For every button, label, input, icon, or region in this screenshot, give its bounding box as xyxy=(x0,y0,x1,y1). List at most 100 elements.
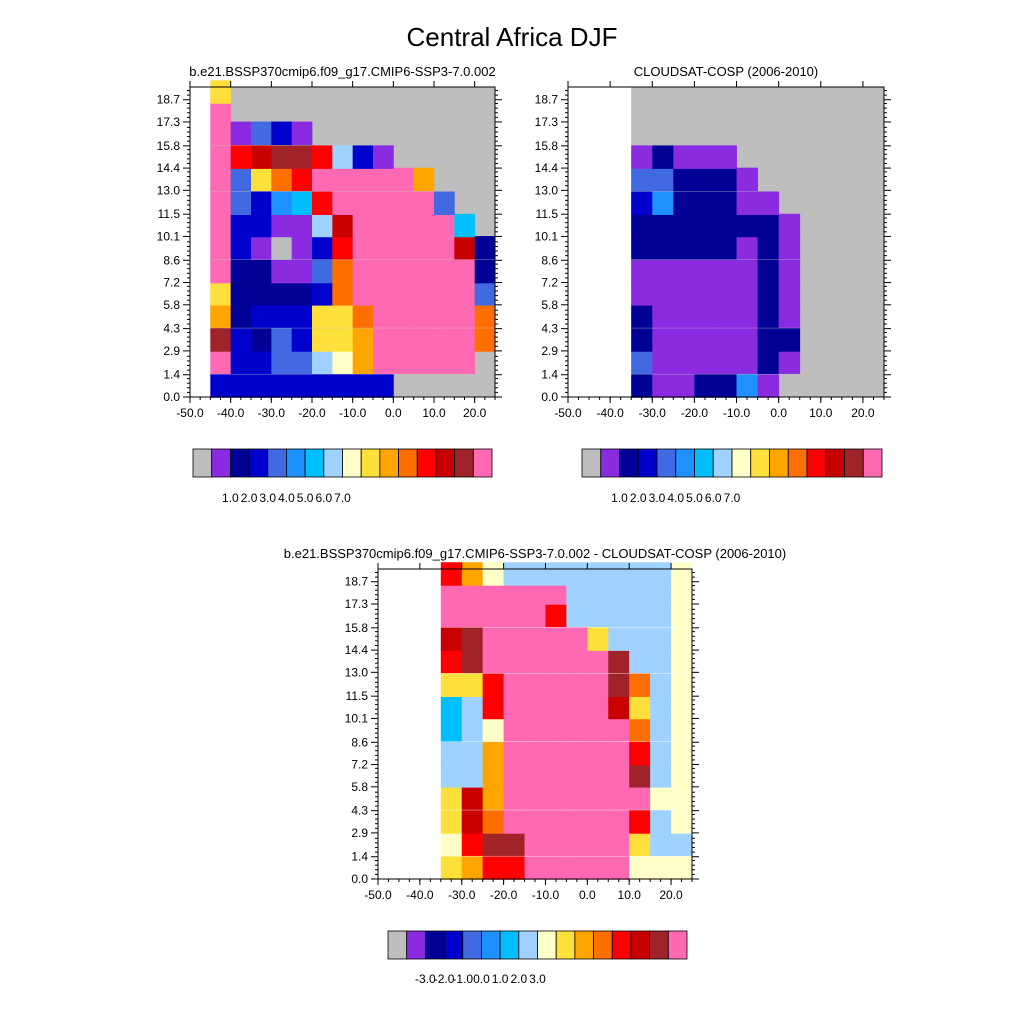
heatmap-cell xyxy=(461,741,484,766)
y-tick-label: 13.0 xyxy=(157,183,181,197)
y-tick-label: 14.4 xyxy=(535,161,559,175)
heatmap-cell xyxy=(629,741,651,766)
heatmap-cell xyxy=(461,764,484,788)
colorbar-swatch xyxy=(862,448,883,478)
heatmap-cell xyxy=(524,810,546,834)
x-tick-label: -50.0 xyxy=(554,406,582,420)
heatmap-cell xyxy=(757,191,780,215)
y-tick-label: 0.0 xyxy=(163,390,180,404)
colorbar-label: 3.0 xyxy=(529,972,546,986)
heatmap-cell xyxy=(587,810,609,834)
heatmap-cell xyxy=(251,374,272,398)
heatmap-cell xyxy=(434,259,455,284)
heatmap-cell xyxy=(671,562,693,586)
heatmap-cell xyxy=(230,304,252,328)
heatmap-cell xyxy=(631,282,653,306)
heatmap-cell xyxy=(778,282,801,306)
colorbar-swatch xyxy=(416,448,437,478)
heatmap-cell xyxy=(440,764,463,788)
colorbar-swatch xyxy=(581,448,602,478)
heatmap-cell xyxy=(694,145,716,169)
heatmap-cell xyxy=(291,191,313,215)
colorbar-swatch xyxy=(600,448,620,478)
y-tick-label: 17.3 xyxy=(345,597,369,611)
heatmap-cell xyxy=(373,350,394,374)
heatmap-cell xyxy=(650,673,672,697)
heatmap-cell xyxy=(545,718,567,742)
heatmap-cell xyxy=(461,649,484,674)
heatmap-cell xyxy=(454,350,476,374)
heatmap-cell xyxy=(440,603,463,628)
heatmap-cell xyxy=(230,236,252,260)
heatmap-cell xyxy=(671,832,693,856)
heatmap-cell xyxy=(694,304,716,328)
heatmap-cell xyxy=(608,627,630,651)
colorbar-swatch xyxy=(667,930,688,960)
heatmap-cell xyxy=(715,282,737,306)
heatmap-cell xyxy=(652,236,674,260)
colorbar-swatch xyxy=(499,930,520,960)
heatmap-cell xyxy=(545,581,567,605)
heatmap-cell xyxy=(352,304,374,328)
heatmap-cell xyxy=(454,259,476,284)
colorbar-label: 7.0 xyxy=(334,491,351,505)
colorbar-swatch xyxy=(398,448,418,478)
heatmap-cell xyxy=(461,673,484,697)
heatmap-cell xyxy=(482,741,504,766)
heatmap-cell xyxy=(440,856,463,880)
heatmap-cell xyxy=(587,786,609,810)
colorbar-swatch xyxy=(360,448,381,478)
heatmap-cell xyxy=(631,350,653,374)
heatmap-cell xyxy=(608,695,630,720)
heatmap-cell xyxy=(440,786,463,810)
heatmap-cell xyxy=(631,213,653,238)
heatmap-cell xyxy=(736,191,758,215)
heatmap-cell xyxy=(652,145,674,169)
heatmap-cell xyxy=(694,328,716,352)
heatmap-cell xyxy=(482,832,504,856)
heatmap-cell xyxy=(778,304,801,328)
heatmap-cell xyxy=(440,741,463,766)
heatmap-cell xyxy=(210,145,232,169)
heatmap-cell xyxy=(251,259,272,284)
heatmap-cell xyxy=(715,191,737,215)
heatmap-cell xyxy=(715,304,737,328)
heatmap-cell xyxy=(629,786,651,810)
colorbar-label: 5.0 xyxy=(686,491,703,505)
heatmap-cell xyxy=(312,213,333,238)
x-tick-label: 20.0 xyxy=(463,406,487,420)
y-tick-label: 10.1 xyxy=(345,711,369,725)
heatmap-cell xyxy=(461,695,484,720)
colorbar-swatch xyxy=(286,448,306,478)
heatmap-cell xyxy=(312,328,333,352)
heatmap-cell xyxy=(413,167,435,192)
heatmap-cell xyxy=(210,236,232,260)
heatmap-cell xyxy=(352,213,374,238)
colorbar-swatch xyxy=(443,930,464,960)
colorbar-swatch xyxy=(637,448,658,478)
heatmap-cell xyxy=(587,856,609,880)
heatmap-cell xyxy=(332,145,354,169)
heatmap-cell xyxy=(587,581,609,605)
heatmap-cell xyxy=(629,562,651,586)
heatmap-cell xyxy=(482,627,504,651)
heatmap-cell xyxy=(291,282,313,306)
heatmap-cell xyxy=(545,786,567,810)
heatmap-cell xyxy=(312,259,333,284)
heatmap-cell xyxy=(230,213,252,238)
colorbar-label: 6.0 xyxy=(315,491,332,505)
colorbar-swatch xyxy=(472,448,493,478)
heatmap-cell xyxy=(650,810,672,834)
heatmap-cell xyxy=(757,374,780,398)
heatmap-cell xyxy=(524,627,546,651)
heatmap-cell xyxy=(545,649,567,674)
heatmap-cell xyxy=(271,121,293,146)
heatmap-cell xyxy=(524,856,546,880)
heatmap-cell xyxy=(650,581,672,605)
heatmap-cell xyxy=(352,282,374,306)
heatmap-cell xyxy=(608,718,630,742)
heatmap-cell xyxy=(373,304,394,328)
y-tick-label: 18.7 xyxy=(535,93,559,107)
colorbar-label: 6.0 xyxy=(705,491,722,505)
heatmap-cell xyxy=(454,304,476,328)
